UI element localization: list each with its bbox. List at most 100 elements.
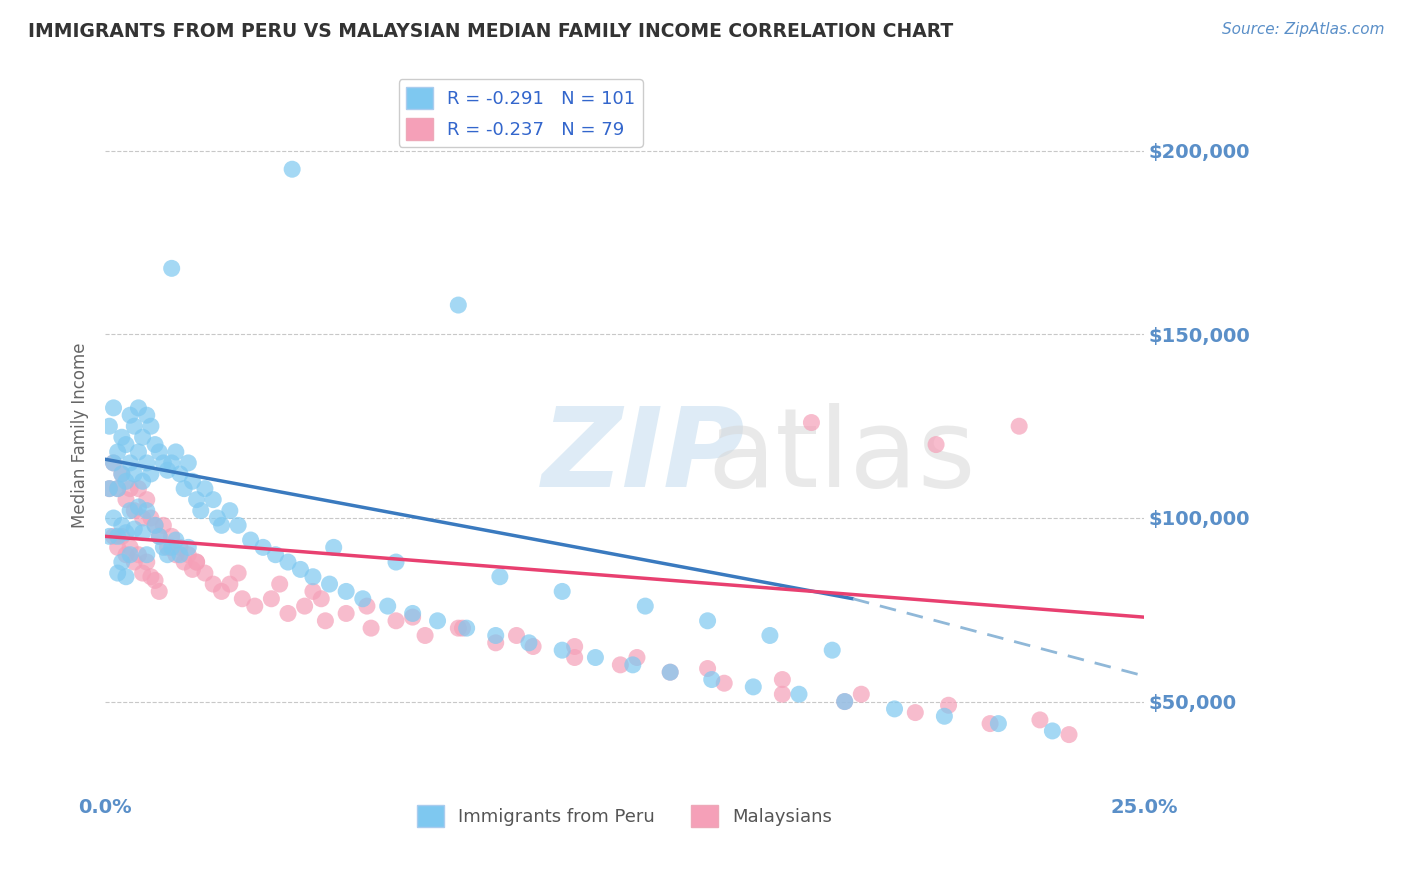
Point xyxy=(181,475,204,489)
Point xyxy=(742,680,765,694)
Point xyxy=(1029,713,1052,727)
Legend: Immigrants from Peru, Malaysians: Immigrants from Peru, Malaysians xyxy=(409,798,839,834)
Point xyxy=(218,503,240,517)
Point xyxy=(713,676,735,690)
Point xyxy=(659,665,682,680)
Point xyxy=(115,548,138,562)
Point xyxy=(356,599,378,613)
Point xyxy=(120,548,142,562)
Point xyxy=(124,419,146,434)
Text: IMMIGRANTS FROM PERU VS MALAYSIAN MEDIAN FAMILY INCOME CORRELATION CHART: IMMIGRANTS FROM PERU VS MALAYSIAN MEDIAN… xyxy=(28,22,953,41)
Point xyxy=(938,698,960,713)
Point xyxy=(211,584,233,599)
Point xyxy=(111,467,134,481)
Point xyxy=(522,640,544,654)
Point xyxy=(131,430,153,444)
Point xyxy=(770,687,793,701)
Point xyxy=(139,511,162,525)
Point xyxy=(252,541,274,555)
Point xyxy=(103,529,125,543)
Point xyxy=(318,577,340,591)
Point xyxy=(269,577,291,591)
Point xyxy=(107,445,129,459)
Point xyxy=(925,437,948,451)
Point xyxy=(659,665,682,680)
Point xyxy=(160,456,183,470)
Point xyxy=(239,533,262,547)
Point xyxy=(243,599,266,613)
Point xyxy=(314,614,336,628)
Point xyxy=(139,570,162,584)
Point xyxy=(103,456,125,470)
Point xyxy=(127,548,149,562)
Point xyxy=(194,482,217,496)
Point xyxy=(148,445,170,459)
Point xyxy=(169,467,191,481)
Point xyxy=(207,511,229,525)
Point xyxy=(564,650,586,665)
Point xyxy=(148,529,170,543)
Point xyxy=(120,456,142,470)
Point xyxy=(302,570,325,584)
Point xyxy=(135,503,157,517)
Point xyxy=(152,456,174,470)
Point xyxy=(152,541,174,555)
Point xyxy=(352,591,374,606)
Point xyxy=(451,621,474,635)
Point xyxy=(111,518,134,533)
Point xyxy=(98,529,121,543)
Point xyxy=(621,657,644,672)
Point xyxy=(834,695,856,709)
Point xyxy=(696,661,718,675)
Point xyxy=(124,555,146,569)
Point xyxy=(120,541,142,555)
Point xyxy=(111,430,134,444)
Point xyxy=(426,614,449,628)
Point xyxy=(277,607,299,621)
Point xyxy=(700,673,723,687)
Point xyxy=(834,695,856,709)
Point xyxy=(218,577,240,591)
Point xyxy=(934,709,956,723)
Point xyxy=(489,570,512,584)
Point xyxy=(987,716,1010,731)
Point xyxy=(127,482,149,496)
Point xyxy=(111,467,134,481)
Point xyxy=(98,482,121,496)
Point xyxy=(181,562,204,576)
Point xyxy=(177,548,200,562)
Point xyxy=(401,607,423,621)
Point xyxy=(143,518,166,533)
Point xyxy=(447,298,470,312)
Point xyxy=(277,555,299,569)
Point xyxy=(148,529,170,543)
Point xyxy=(135,555,157,569)
Point xyxy=(202,577,225,591)
Point xyxy=(131,566,153,580)
Point xyxy=(156,463,179,477)
Point xyxy=(169,548,191,562)
Point xyxy=(152,518,174,533)
Point xyxy=(111,529,134,543)
Point xyxy=(120,408,142,422)
Point xyxy=(485,636,508,650)
Point xyxy=(124,503,146,517)
Point xyxy=(127,500,149,514)
Point xyxy=(626,650,648,665)
Point xyxy=(107,541,129,555)
Point xyxy=(186,555,208,569)
Point xyxy=(173,482,195,496)
Point xyxy=(115,570,138,584)
Point xyxy=(413,628,436,642)
Point xyxy=(1008,419,1031,434)
Point xyxy=(211,518,233,533)
Point xyxy=(131,475,153,489)
Point xyxy=(107,566,129,580)
Point xyxy=(160,541,183,555)
Point xyxy=(156,541,179,555)
Point xyxy=(124,522,146,536)
Point xyxy=(111,555,134,569)
Point xyxy=(447,621,470,635)
Point xyxy=(139,419,162,434)
Point xyxy=(309,591,332,606)
